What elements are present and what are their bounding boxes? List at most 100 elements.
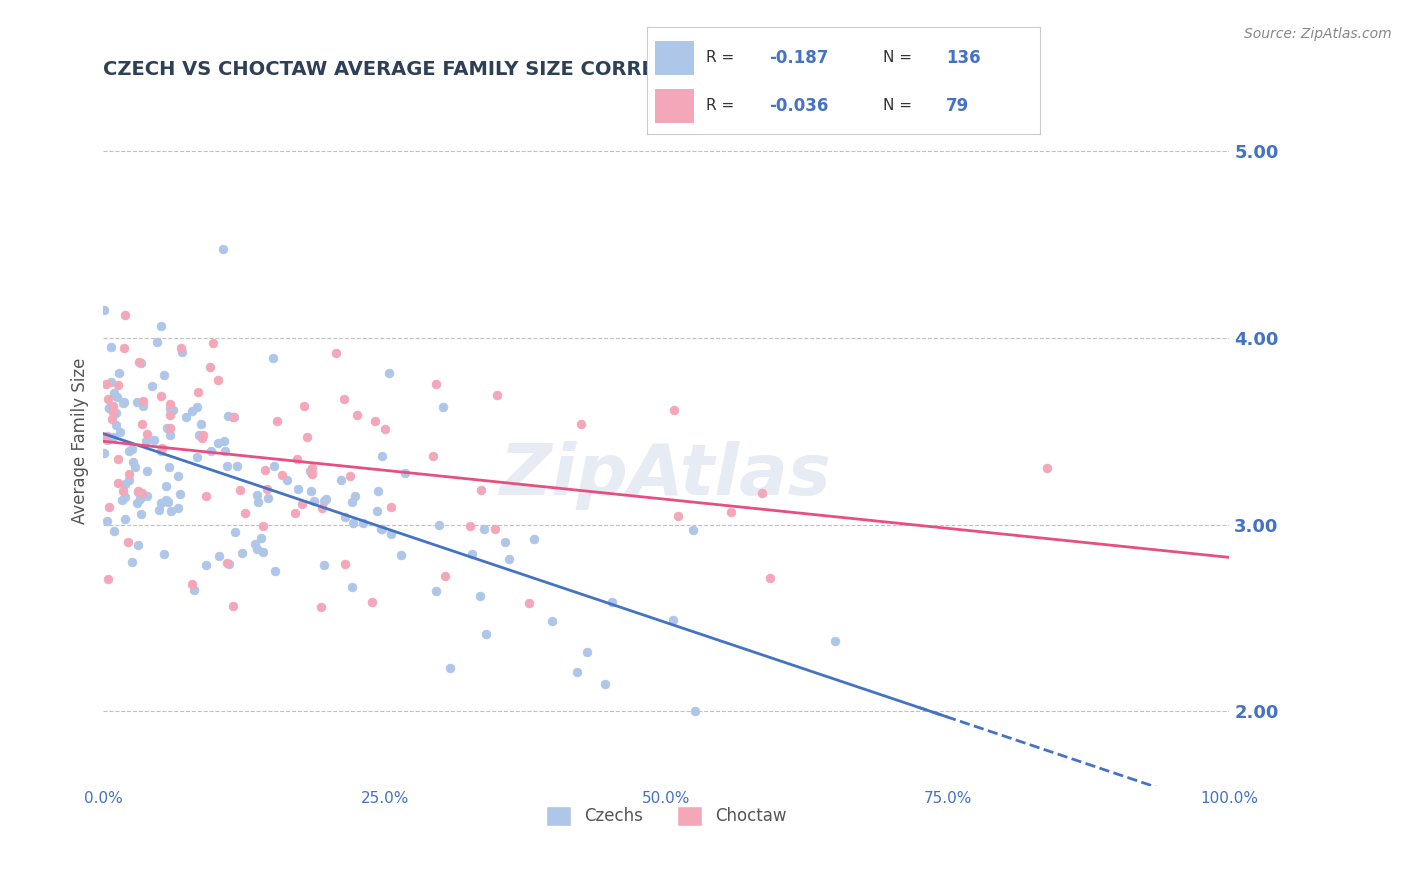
Point [266,414,288,428]
Point [145,335,167,350]
Point [299,483,322,498]
Point [575,644,598,658]
Point [174,409,197,424]
Point [422,450,444,464]
Point [159,408,181,422]
Point [468,589,491,603]
Point [425,376,447,391]
Point [166,500,188,515]
Point [207,373,229,387]
Point [114,477,136,491]
Point [299,464,322,478]
Point [195,558,218,573]
Point [156,495,179,509]
Point [301,460,323,475]
Point [217,459,239,474]
Point [98,401,121,415]
Text: 79: 79 [946,97,969,115]
Point [569,417,592,431]
Point [246,541,269,556]
Point [121,442,143,456]
Point [262,351,284,365]
Point [159,397,181,411]
Point [595,677,617,691]
Point [301,467,323,481]
Point [263,564,285,578]
Point [127,539,149,553]
Point [325,346,347,360]
Point [121,555,143,569]
Point [118,443,141,458]
Point [661,613,683,627]
Point [141,379,163,393]
Point [97,500,120,514]
Point [170,341,193,355]
Point [159,401,181,416]
Point [377,367,399,381]
Point [183,582,205,597]
Point [103,430,125,444]
Point [187,384,209,399]
Point [252,519,274,533]
Point [202,336,225,351]
Point [371,449,394,463]
Point [380,526,402,541]
Point [276,473,298,487]
Point [107,367,129,381]
Point [135,434,157,448]
Point [315,491,337,506]
Point [107,452,129,467]
Point [142,433,165,447]
Point [292,399,315,413]
Point [105,418,128,433]
Point [291,497,314,511]
Point [361,595,384,609]
Point [432,401,454,415]
Point [222,410,245,425]
Text: Source: ZipAtlas.com: Source: ZipAtlas.com [1244,27,1392,41]
Point [136,426,159,441]
Point [191,428,214,442]
Point [472,522,495,536]
Point [187,428,209,442]
Point [212,434,235,448]
Point [565,665,588,679]
Point [207,549,229,563]
Point [498,552,520,566]
Point [121,454,143,468]
Text: CZECH VS CHOCTAW AVERAGE FAMILY SIZE CORRELATION CHART: CZECH VS CHOCTAW AVERAGE FAMILY SIZE COR… [103,60,814,78]
Point [181,577,204,591]
Point [156,421,179,435]
Point [153,547,176,561]
Point [312,558,335,572]
Text: N =: N = [883,50,917,65]
Point [229,483,252,497]
Point [600,595,623,609]
Point [257,491,280,506]
Point [346,408,368,422]
Point [100,376,122,390]
Point [214,444,236,458]
Point [186,450,208,464]
Point [370,523,392,537]
Point [96,429,118,443]
Text: ZipAtlas: ZipAtlas [501,441,832,509]
Point [157,459,180,474]
Point [129,507,152,521]
Point [250,532,273,546]
Point [186,400,208,414]
Point [256,482,278,496]
Point [150,319,173,334]
Point [181,404,204,418]
Point [270,468,292,483]
Point [222,409,245,424]
Point [97,401,120,416]
Text: N =: N = [883,98,917,113]
Point [474,626,496,640]
Point [117,467,139,481]
Y-axis label: Average Family Size: Average Family Size [72,358,89,524]
Point [439,661,461,675]
Point [217,557,239,571]
Point [366,504,388,518]
Point [117,534,139,549]
